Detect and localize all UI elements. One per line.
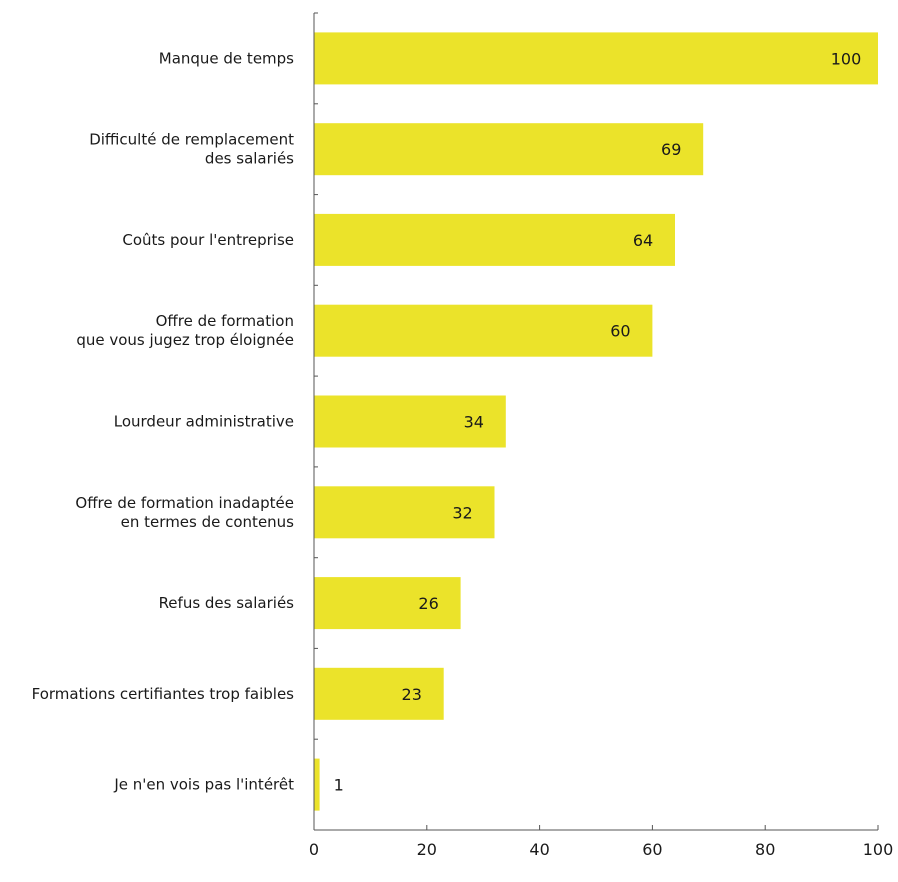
x-tick-label-1: 20 [417,840,437,859]
bar-3 [314,304,653,357]
bar-7 [314,667,444,720]
value-label-1: 69 [661,140,681,159]
category-label-4: Lourdeur administrative [114,413,294,431]
bar-8 [314,758,320,811]
x-tick-label-4: 80 [755,840,775,859]
bar-2 [314,213,675,266]
category-label-0: Manque de temps [159,49,294,67]
value-label-4: 34 [464,413,484,432]
axes-group [313,12,879,831]
value-label-0: 100 [831,49,862,68]
category-label-6: Refus des salariés [159,594,295,612]
bars-group [314,32,878,811]
bar-6 [314,577,461,630]
bar-5 [314,486,495,539]
value-label-8: 1 [334,776,344,795]
category-label-1: Difficulté de remplacement des salariés [89,131,294,168]
bar-1 [314,123,704,176]
category-label-5: Offre de formation inadaptée en termes de… [75,494,294,531]
value-label-5: 32 [452,503,472,522]
category-label-7: Formations certifiantes trop faibles [32,685,295,703]
x-tick-label-0: 0 [309,840,319,859]
value-label-3: 60 [610,322,630,341]
category-label-2: Coûts pour l'entreprise [122,231,294,249]
x-tick-label-2: 40 [529,840,549,859]
value-label-7: 23 [402,685,422,704]
category-label-8: Je n'en vois pas l'intérêt [113,776,294,794]
labels-group: 100 Manque de temps 69 Difficulté de rempla… [32,49,894,859]
x-tick-label-3: 60 [642,840,662,859]
category-label-3: Offre de formation que vous jugez trop él… [76,312,294,349]
x-tick-label-5: 100 [863,840,894,859]
value-label-2: 64 [633,231,653,250]
value-label-6: 26 [418,594,438,613]
bar-0 [314,32,878,85]
bar-4 [314,395,506,448]
